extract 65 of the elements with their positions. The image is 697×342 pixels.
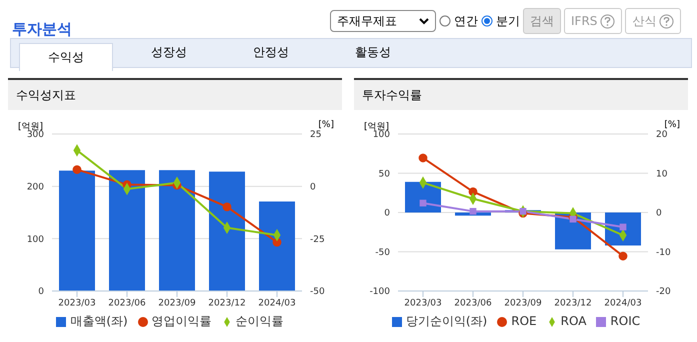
y-tick-label: 0 [384,208,390,219]
point [470,208,476,215]
x-tick-label: 2023/03 [404,298,442,308]
chart-title: 투자수익률 [354,80,688,110]
text: 안정성 [252,44,290,61]
point [420,200,426,206]
point [72,165,82,174]
y-axis-title: [억원] [18,121,44,132]
y2-tick-label: 25 [310,130,322,140]
y-tick-label: 100 [372,130,390,140]
chart-title: 수익성지표 [8,80,342,110]
x-tick-label: 2024/03 [258,298,296,308]
text: 산식 [625,8,682,34]
bar [59,170,95,291]
y-tick-label: 50 [378,169,390,180]
y2-tick-label: 0 [310,182,316,193]
legend-label: 당기순이익(좌) [406,314,488,328]
x-tick-label: 2024/03 [604,298,642,308]
y2-tick-label: -50 [310,287,325,298]
x-tick-label: 2023/09 [504,298,542,308]
y-tick-label: 0 [38,287,44,298]
y-axis-title: [억원] [364,121,390,132]
point [222,202,232,212]
legend-label: 영업이익률 [152,314,212,328]
y2-tick-label: -10 [656,248,671,258]
y2-tick-label: 10 [656,169,668,180]
y-tick-label: 100 [26,234,44,245]
y-tick-label: -100 [370,287,390,298]
x-tick-label: 2023/06 [108,298,146,308]
x-tick-label: 2023/09 [158,298,196,308]
legend-label: ROE [511,314,537,328]
text: 투자분석 [12,20,72,39]
y-tick-label: 300 [26,130,44,140]
bar [159,170,195,291]
x-tick-label: 2023/12 [208,298,246,308]
y2-axis-title: [%] [318,120,334,130]
text: 성장성 [150,44,188,61]
point [620,224,626,230]
text: 활동성 [354,44,392,61]
legend-label: ROIC [610,314,640,328]
bar [109,170,145,291]
point [418,154,428,162]
y-tick-label: -50 [375,248,390,258]
x-tick-label: 2023/12 [554,298,592,308]
legend-label: 매출액(좌) [70,314,128,328]
text: 주재무제표 [337,12,397,30]
text: 분기 [496,12,520,30]
legend-label: 순이익률 [236,314,284,328]
legend-label: ROA [560,314,586,328]
y2-tick-label: -25 [310,234,325,245]
point [570,216,576,223]
y2-tick-label: -20 [656,287,671,298]
bar [209,172,245,291]
x-tick-label: 2023/03 [58,298,96,308]
text: 수익성 [19,43,113,71]
y2-tick-label: 0 [656,208,662,219]
y2-tick-label: 20 [656,130,668,140]
y2-axis-title: [%] [664,120,680,130]
x-tick-label: 2023/06 [454,298,492,308]
point [618,252,628,260]
bar [259,202,295,291]
text: 연간 [454,12,478,30]
y-tick-label: 200 [26,182,44,193]
text: IFRS [564,8,622,34]
text: 검색 [523,8,561,34]
